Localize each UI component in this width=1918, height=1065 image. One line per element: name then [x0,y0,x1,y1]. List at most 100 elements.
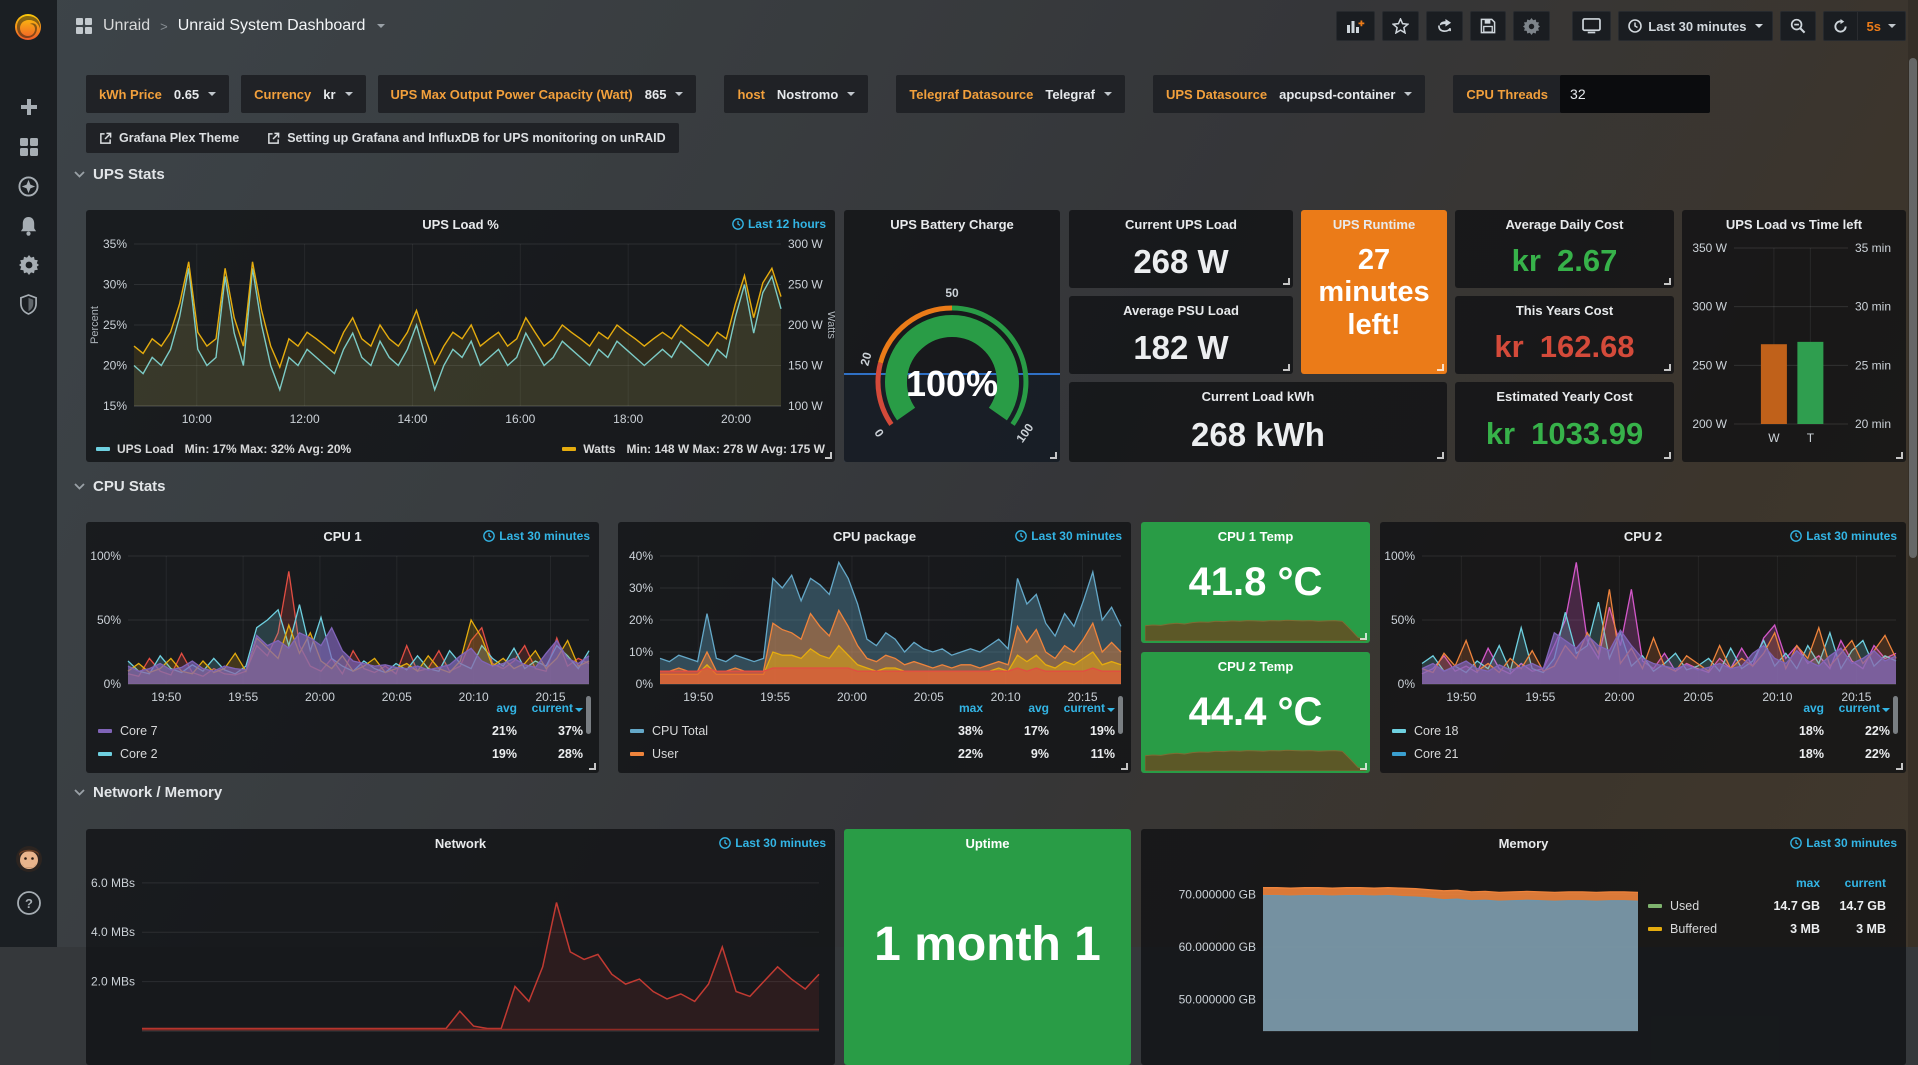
save-dashboard-button[interactable] [1470,11,1507,41]
panel-resize-handle[interactable] [589,763,596,770]
panel-title[interactable]: UPS Load vs Time left [1725,217,1863,232]
ups-load-chart[interactable]: 35% 300 W 30% 250 W 25% 200 W 20% 150 W 15% 100 W… [86,236,837,432]
legend-series-name[interactable]: Buffered [1648,922,1754,936]
zoom-out-button[interactable] [1779,11,1816,41]
variable-kwh-price[interactable]: kWh Price 0.65 [86,75,230,113]
legend-sort-avg[interactable]: avg [1028,700,1049,715]
legend-scrollbar[interactable] [586,696,591,734]
legend-series-name[interactable]: Used [1648,899,1754,913]
panel-resize-handle[interactable] [1121,763,1128,770]
time-override-badge[interactable]: Last 12 hours [732,217,826,231]
user-avatar[interactable] [0,840,57,878]
cpu1-chart[interactable]: 100% 50% 0% 19:50 19:55 20:00 20:05 20:10 20:15 [86,548,599,708]
variable-ups-max-power[interactable]: UPS Max Output Power Capacity (Watt) 865 [377,75,697,113]
panel-title[interactable]: Current Load kWh [1201,389,1315,404]
panel-title[interactable]: CPU 2 Temp [1217,659,1294,674]
panel-resize-handle[interactable] [1664,452,1671,459]
panel-title[interactable]: Network [434,836,487,851]
legend-series-name[interactable]: Core 21 [1392,747,1758,761]
grafana-logo[interactable] [9,7,47,45]
legend-sort-max[interactable]: max [1795,875,1820,890]
legend-sort-max[interactable]: max [958,700,983,715]
legend-sort-current[interactable]: current [517,701,583,715]
breadcrumb-caret-icon[interactable] [377,24,386,28]
add-panel-button[interactable] [1336,11,1376,41]
time-override-badge[interactable]: Last 30 minutes [1790,836,1897,850]
dashboards-icon[interactable] [0,128,57,166]
variable-value-dropdown[interactable]: 0.65 [174,87,217,102]
panel-title[interactable]: CPU 1 Temp [1217,529,1294,544]
memory-chart[interactable]: 70.000000 GB 60.000000 GB 50.000000 GB [1141,855,1646,1055]
legend-series-watts[interactable]: Watts Min: 148 W Max: 278 W Avg: 175 W [562,442,825,456]
section-ups-stats[interactable]: UPS Stats [74,166,165,183]
create-icon[interactable] [0,88,57,126]
section-network-memory[interactable]: Network / Memory [74,784,222,801]
cpu2-chart[interactable]: 100% 50% 0% 19:50 19:55 20:00 20:05 20:10 20:15 [1380,548,1906,708]
panel-title[interactable]: Estimated Yearly Cost [1496,389,1633,404]
ups-load-time-bars[interactable]: 350 W 35 min 300 W 30 min 250 W 25 min 200 W 20… [1682,236,1906,458]
dashboard-settings-button[interactable] [1513,11,1551,41]
refresh-button[interactable] [1824,12,1857,40]
legend-series-name[interactable]: CPU Total [630,724,917,738]
battery-gauge[interactable]: 0 20 50 100 100% [844,236,1060,450]
help-icon[interactable]: ? [0,884,57,922]
panel-resize-handle[interactable] [1283,278,1290,285]
panel-resize-handle[interactable] [1437,364,1444,371]
panel-title[interactable]: CPU 2 [1623,529,1663,544]
scrollbar-thumb[interactable] [1909,58,1917,558]
variable-value-dropdown[interactable]: Nostromo [777,87,856,102]
panel-resize-handle[interactable] [1896,452,1903,459]
variable-ups-datasource[interactable]: UPS Datasource apcupsd-container [1152,75,1426,113]
page-scrollbar[interactable] [1908,0,1918,947]
breadcrumb-dashboard-title[interactable]: Unraid System Dashboard [177,17,366,34]
variable-value-dropdown[interactable]: apcupsd-container [1279,87,1413,102]
cpu-package-chart[interactable]: 40% 30% 20% 10% 0% 19:50 19:55 20:00 20:05 20:10 2… [618,548,1131,708]
explore-compass-icon[interactable] [0,167,57,205]
legend-series-ups-load[interactable]: UPS Load Min: 17% Max: 32% Avg: 20% [96,442,351,456]
panel-resize-handle[interactable] [1664,278,1671,285]
panel-resize-handle[interactable] [1360,633,1367,640]
legend-sort-current[interactable]: current [1844,875,1886,890]
configuration-gear-icon[interactable] [0,246,57,284]
legend-series-name[interactable]: Core 2 [98,747,451,761]
legend-sort-avg[interactable]: avg [496,700,517,715]
variable-currency[interactable]: Currency kr [241,75,366,113]
breadcrumb-app[interactable]: Unraid [103,17,151,34]
refresh-interval-dropdown[interactable]: 5s [1856,12,1905,40]
variable-value-dropdown[interactable]: 865 [645,87,684,102]
panel-title[interactable]: Current UPS Load [1125,217,1237,232]
legend-sort-current[interactable]: current [1824,701,1890,715]
panel-resize-handle[interactable] [1664,364,1671,371]
panel-title[interactable]: UPS Runtime [1332,217,1416,232]
star-dashboard-button[interactable] [1382,11,1420,41]
panel-title[interactable]: Memory [1498,836,1549,851]
time-override-badge[interactable]: Last 30 minutes [1790,529,1897,543]
panel-title[interactable]: Uptime [965,836,1010,851]
panel-title[interactable]: CPU package [832,529,917,544]
time-range-picker[interactable]: Last 30 minutes [1618,11,1773,41]
legend-sort-avg[interactable]: avg [1803,700,1824,715]
tv-mode-button[interactable] [1572,11,1612,41]
legend-series-name[interactable]: User [630,747,917,761]
network-chart[interactable]: 6.0 MBs 4.0 MBs 2.0 MBs [86,855,835,1055]
share-dashboard-button[interactable] [1426,11,1464,41]
alerting-bell-icon[interactable] [0,207,57,245]
section-cpu-stats[interactable]: CPU Stats [74,478,166,495]
legend-sort-current[interactable]: current [1049,701,1115,715]
panel-title[interactable]: CPU 1 [323,529,362,544]
panel-title[interactable]: UPS Battery Charge [890,217,1014,232]
legend-series-name[interactable]: Core 7 [98,724,451,738]
panel-resize-handle[interactable] [1896,763,1903,770]
dashboard-link[interactable]: Grafana Plex Theme [99,131,239,145]
admin-shield-icon[interactable] [0,285,57,323]
variable-telegraf-datasource[interactable]: Telegraf Datasource Telegraf [896,75,1125,113]
variable-value-dropdown[interactable]: Telegraf [1045,87,1112,102]
panel-resize-handle[interactable] [825,452,832,459]
variable-host[interactable]: host Nostromo [724,75,869,113]
variable-cpu-threads[interactable]: CPU Threads [1453,75,1711,113]
variable-value-dropdown[interactable]: kr [323,87,353,102]
legend-series-name[interactable]: Core 18 [1392,724,1758,738]
legend-scrollbar[interactable] [1118,696,1123,734]
panel-resize-handle[interactable] [1437,452,1444,459]
panel-title[interactable]: Average Daily Cost [1505,217,1624,232]
